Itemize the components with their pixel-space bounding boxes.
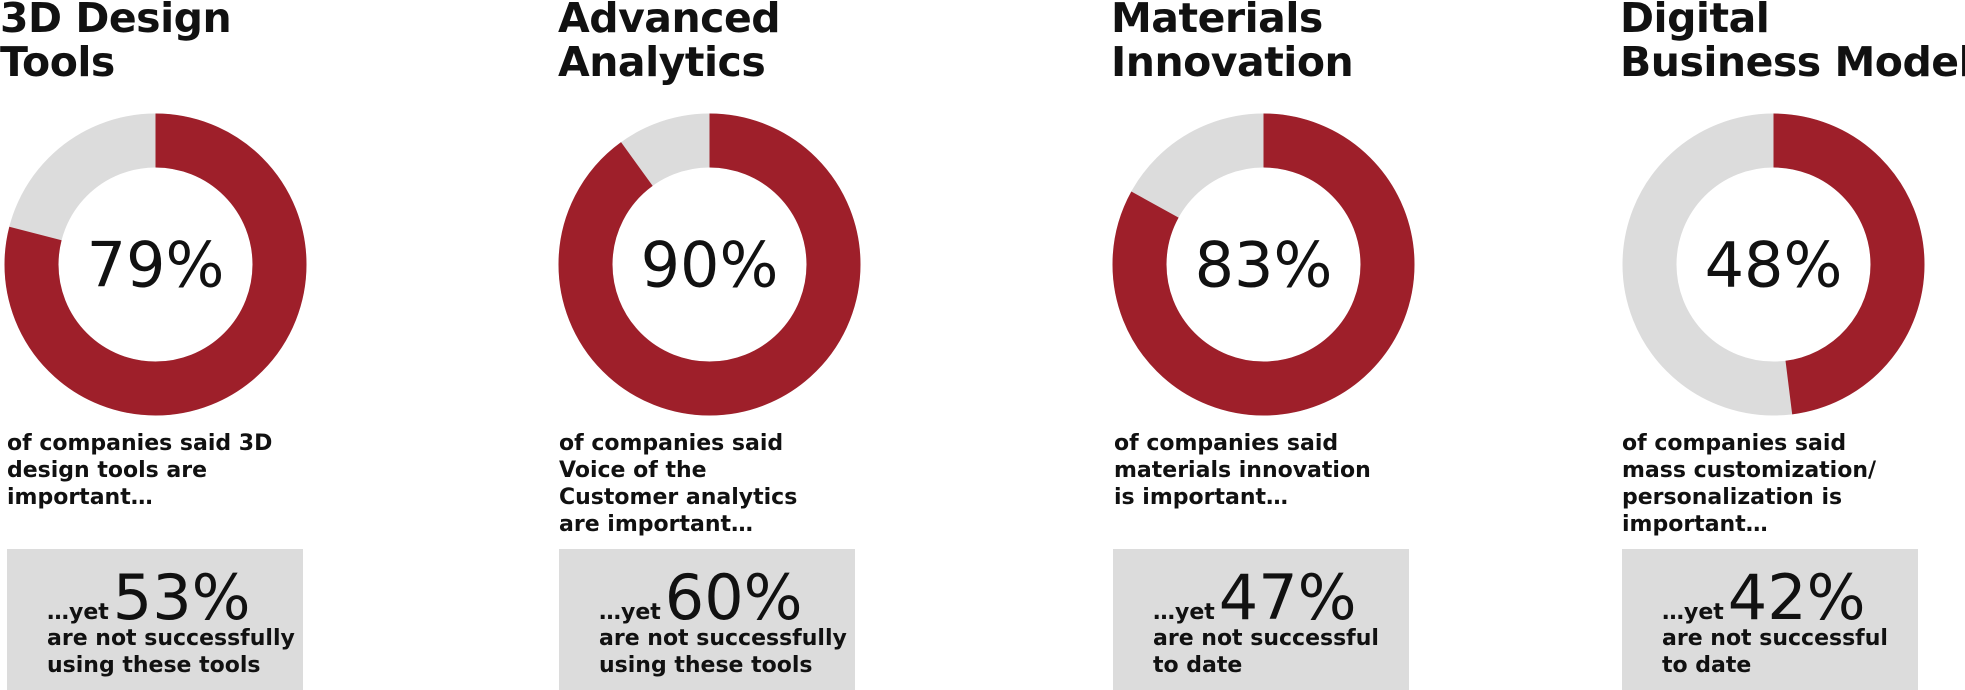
panel-3d-design-tools: 3D Design Tools 79% of companies said 3D…	[0, 0, 420, 690]
callout-prefix: …yet	[1153, 600, 1215, 625]
description-line: is important…	[1114, 485, 1289, 510]
title-line: Materials	[1111, 0, 1323, 42]
title-line: Advanced	[558, 0, 781, 42]
title-line: Digital	[1620, 0, 1770, 42]
panel-title: Digital Business Models	[1620, 0, 1965, 84]
callout-line: are not successful	[1662, 626, 1888, 651]
callout-prefix: …yet	[1662, 600, 1724, 625]
donut-svg: 90%	[558, 113, 861, 416]
donut-svg: 48%	[1622, 113, 1925, 416]
panel-description: of companies said 3D design tools are im…	[7, 430, 307, 511]
donut-percentage-label: 48%	[1705, 229, 1843, 302]
callout-box: …yet 42% are not successful to date	[1622, 549, 1918, 690]
callout-box: …yet 60% are not successfully using thes…	[559, 549, 855, 690]
description-line: design tools are	[7, 458, 208, 483]
callout-prefix: …yet	[599, 600, 661, 625]
title-line: Business Models	[1620, 38, 1965, 86]
donut-value-slice	[4, 113, 307, 416]
title-line: Innovation	[1111, 38, 1354, 86]
donut-svg: 79%	[4, 113, 307, 416]
description-line: materials innovation	[1114, 458, 1371, 483]
description-line: of companies said	[1114, 431, 1339, 456]
donut-value-slice	[1622, 113, 1925, 416]
callout-line: using these tools	[599, 653, 813, 678]
donut-chart: 83%	[1112, 113, 1415, 416]
description-line: of companies said 3D	[7, 431, 273, 456]
callout-line: to date	[1662, 653, 1752, 678]
panel-title: Materials Innovation	[1111, 0, 1354, 86]
panel-title: Advanced Analytics	[558, 0, 781, 86]
description-line: Customer analytics	[559, 485, 798, 510]
description-line: Voice of the	[559, 458, 707, 483]
donut-value-slice	[558, 113, 861, 416]
callout-line: using these tools	[47, 653, 261, 678]
callout-line: are not successful	[1153, 626, 1379, 651]
description-line: personalization is	[1622, 485, 1843, 510]
callout-prefix: …yet	[47, 600, 109, 625]
callout-percentage: 60%	[664, 561, 803, 634]
callout-percentage: 53%	[112, 561, 251, 634]
title-line: Analytics	[558, 38, 766, 86]
donut-chart: 48%	[1622, 113, 1925, 416]
callout-box: …yet 53% are not successfully using thes…	[7, 549, 303, 690]
title-line: Tools	[0, 38, 115, 86]
description-line: mass customization/	[1622, 458, 1877, 483]
donut-percentage-label: 79%	[87, 229, 225, 302]
panel-digital-business-models: Digital Business Models 48% of companies…	[1620, 0, 1965, 690]
donut-value-slice	[1112, 113, 1415, 416]
description-line: are important…	[559, 512, 753, 537]
callout-line: are not successfully	[599, 626, 847, 651]
callout-percentage: 42%	[1727, 561, 1866, 634]
donut-percentage-label: 90%	[641, 229, 779, 302]
donut-chart: 90%	[558, 113, 861, 416]
panel-description: of companies said materials innovation i…	[1114, 430, 1414, 511]
panel-materials-innovation: Materials Innovation 83% of companies sa…	[1111, 0, 1531, 690]
panel-description: of companies said mass customization/ pe…	[1622, 430, 1922, 538]
panel-advanced-analytics: Advanced Analytics 90% of companies said…	[558, 0, 978, 690]
donut-chart: 79%	[4, 113, 307, 416]
title-line: 3D Design	[0, 0, 232, 42]
panel-description: of companies said Voice of the Customer …	[559, 430, 859, 538]
panel-title: 3D Design Tools	[0, 0, 232, 86]
description-line: important…	[1622, 512, 1768, 537]
donut-svg: 83%	[1112, 113, 1415, 416]
description-line: of companies said	[1622, 431, 1847, 456]
callout-line: are not successfully	[47, 626, 295, 651]
description-line: of companies said	[559, 431, 784, 456]
description-line: important…	[7, 485, 153, 510]
donut-percentage-label: 83%	[1195, 229, 1333, 302]
callout-line: to date	[1153, 653, 1243, 678]
callout-box: …yet 47% are not successful to date	[1113, 549, 1409, 690]
callout-percentage: 47%	[1218, 561, 1357, 634]
